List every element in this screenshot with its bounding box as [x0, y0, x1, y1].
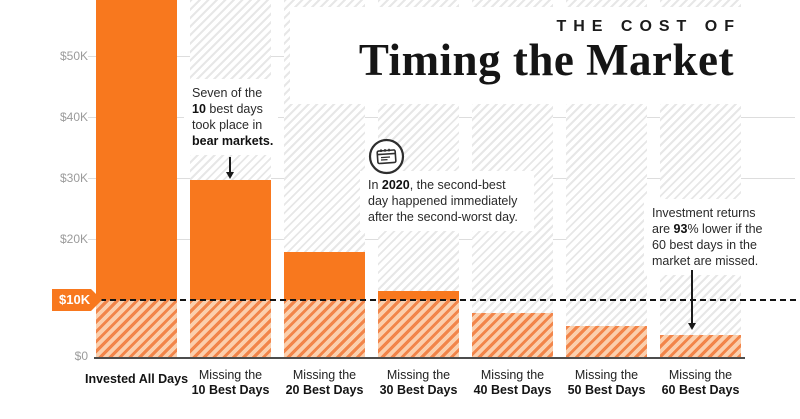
- page-title: Timing the Market: [358, 35, 734, 85]
- y-tick-label: $40K: [59, 110, 88, 124]
- title-box: THE COST OF Timing the Market: [290, 7, 800, 104]
- x-category-line: 40 Best Days: [473, 383, 552, 397]
- x-category-label: Missing the 10 Best Days: [171, 368, 291, 398]
- x-axis-line: [94, 357, 745, 359]
- x-category-label: Missing the 20 Best Days: [265, 368, 385, 398]
- bar-above-10k: [284, 252, 365, 300]
- note-line: after the second-worst day.: [368, 210, 518, 224]
- note-line: Investment returns: [652, 206, 756, 220]
- x-category-line: Missing the: [198, 368, 263, 382]
- note-line: In 2020, the second-best: [368, 178, 506, 192]
- title-kicker: THE COST OF: [556, 18, 741, 35]
- note-line: 60 best days in the: [652, 238, 757, 252]
- x-category-line: Missing the: [668, 368, 733, 382]
- x-category-line: 20 Best Days: [285, 383, 364, 397]
- note-line: took place in: [192, 118, 263, 132]
- x-category-line: Missing the: [574, 368, 639, 382]
- bar-above-10k: [190, 180, 271, 300]
- bar-below-10k: [96, 300, 177, 358]
- x-category-line: Missing the: [292, 368, 357, 382]
- returns-note-arrow-line: [691, 270, 693, 324]
- bar-below-10k: [284, 300, 365, 358]
- y-tick-label: $50K: [59, 49, 88, 63]
- note-line: bear markets.: [192, 134, 274, 148]
- bear-markets-note: Seven of the 10 best days took place in bea…: [184, 79, 278, 155]
- note-line: 10 best days: [192, 102, 263, 116]
- note-line: are 93% lower if the: [652, 222, 763, 236]
- 10k-threshold-dashed-line: [100, 299, 796, 301]
- x-category-line: Missing the: [386, 368, 451, 382]
- note-line: market are missed.: [652, 254, 759, 268]
- x-category-line: 30 Best Days: [379, 383, 458, 397]
- x-category-label: Missing the 40 Best Days: [453, 368, 573, 398]
- y-tick-label: $30K: [59, 171, 88, 185]
- bar-below-10k: [472, 313, 553, 358]
- 10k-baseline-badge: $10K: [52, 289, 102, 311]
- bar-below-10k: [190, 300, 271, 358]
- y-tick-label: $20K: [59, 232, 88, 246]
- x-category-label: Missing the 60 Best Days: [641, 368, 761, 398]
- bar-above-10k: [378, 291, 459, 300]
- returns-93-note: Investment returns are 93% lower if the 60…: [644, 199, 798, 275]
- covid-2020-note: In 2020, the second-best day happened imm…: [360, 171, 534, 231]
- bar-below-10k: [566, 326, 647, 358]
- x-category-label: Missing the 50 Best Days: [547, 368, 667, 398]
- note-line: day happened immediately: [368, 194, 518, 208]
- x-category-label: Invested All Days: [77, 372, 197, 387]
- y-tick-label: $0: [74, 349, 88, 363]
- x-category-line: 60 Best Days: [661, 383, 740, 397]
- bar-below-10k: [660, 335, 741, 358]
- x-category-line: Missing the: [480, 368, 545, 382]
- bear-note-arrow-line: [229, 157, 231, 173]
- note-line: Seven of the: [192, 86, 263, 100]
- x-category-label: Missing the 30 Best Days: [359, 368, 479, 398]
- x-category-line: 10 Best Days: [191, 383, 270, 397]
- returns-note-arrow-head: [688, 323, 696, 330]
- x-category-line: Invested All Days: [84, 372, 189, 386]
- x-category-line: 50 Best Days: [567, 383, 646, 397]
- newspaper-calendar-icon: [368, 138, 405, 180]
- bar-below-10k: [378, 300, 459, 358]
- bar-above-10k: [96, 0, 177, 300]
- bear-note-arrow-head: [226, 172, 234, 179]
